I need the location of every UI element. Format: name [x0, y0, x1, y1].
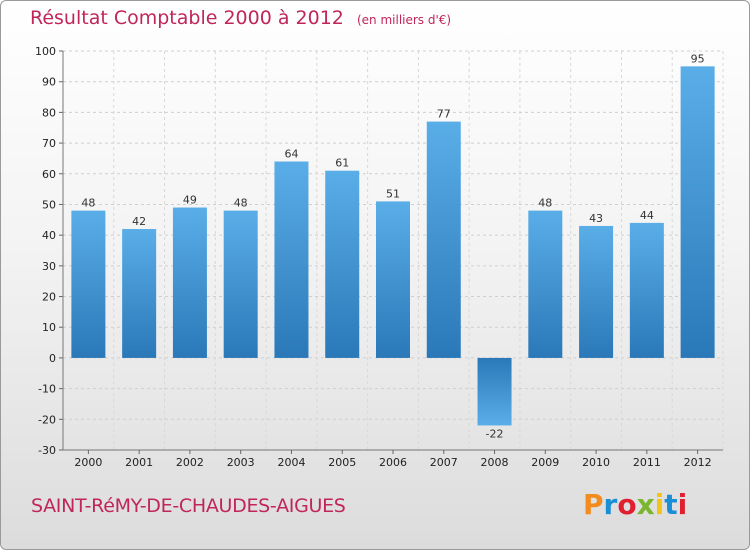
bar [223, 210, 258, 358]
logo-letter: x [636, 488, 655, 521]
x-tick-label: 2010 [582, 456, 610, 469]
data-label: 48 [234, 197, 248, 210]
bar [579, 225, 614, 358]
bar [426, 121, 461, 358]
x-tick-label: 2004 [277, 456, 305, 469]
bar [172, 207, 207, 358]
y-tick-label: 40 [42, 229, 56, 242]
bar [274, 161, 309, 358]
y-tick-label: 20 [42, 291, 56, 304]
bars [71, 66, 715, 426]
bar [528, 210, 563, 358]
logo-letter: P [583, 488, 604, 521]
y-tick-label: 50 [42, 198, 56, 211]
x-tick-label: 2011 [633, 456, 661, 469]
bar [477, 357, 512, 426]
logo-letter: r [603, 488, 618, 521]
y-tick-label: 30 [42, 260, 56, 273]
axes: -30 -20 -10 0 10 20 30 40 50 60 70 80 90 100 2000 2001 2… [35, 45, 723, 469]
chart-title: Résultat Comptable 2000 à 2012 (en milli… [30, 7, 451, 29]
data-label: 95 [691, 52, 705, 65]
logo-letter: t [664, 488, 678, 521]
y-tick-label: 0 [49, 352, 56, 365]
y-tick-label: -10 [38, 383, 56, 396]
proxiti-logo[interactable]: Proxiti [583, 488, 687, 521]
data-label: -22 [486, 427, 504, 440]
x-tick-label: 2009 [531, 456, 559, 469]
y-tick-label: 60 [42, 168, 56, 181]
x-tick-label: 2000 [74, 456, 102, 469]
x-tick-label: 2012 [684, 456, 712, 469]
bar [71, 210, 106, 358]
y-tick-label: 90 [42, 76, 56, 89]
data-label: 43 [589, 212, 603, 225]
x-tick-label: 2007 [430, 456, 458, 469]
y-tick-label: 10 [42, 321, 56, 334]
y-tick-label: -30 [38, 444, 56, 457]
bar [325, 170, 360, 358]
y-tick-label: 100 [35, 45, 56, 58]
x-tick-label: 2003 [227, 456, 255, 469]
data-label: 48 [538, 197, 552, 210]
y-tick-label: 70 [42, 137, 56, 150]
place-name: SAINT-RéMY-DE-CHAUDES-AIGUES [31, 495, 346, 517]
data-label: 77 [437, 108, 451, 121]
unit-text: (en milliers d'€) [356, 13, 452, 27]
data-label: 44 [640, 209, 654, 222]
title-text: Résultat Comptable 2000 à 2012 [30, 7, 344, 29]
x-tick-label: 2006 [379, 456, 407, 469]
y-tick-label: -20 [38, 413, 56, 426]
data-label: 51 [386, 187, 400, 200]
data-label: 48 [81, 197, 95, 210]
bar [629, 222, 664, 358]
x-tick-label: 2001 [125, 456, 153, 469]
x-tick-label: 2008 [481, 456, 509, 469]
y-tick-label: 80 [42, 106, 56, 119]
bar [376, 201, 410, 358]
data-label: 49 [183, 194, 197, 207]
x-tick-label: 2005 [328, 456, 356, 469]
bar [122, 229, 157, 358]
data-label: 64 [284, 147, 298, 160]
x-tick-label: 2002 [176, 456, 204, 469]
logo-letter: o [617, 488, 637, 521]
logo-letter: i [654, 488, 665, 521]
data-label: 42 [132, 215, 146, 228]
bar [680, 66, 715, 358]
logo-letter: i [677, 488, 688, 521]
data-label: 61 [335, 157, 349, 170]
data-labels: 48 42 49 48 64 61 51 77 -22 48 43 44 95 [81, 52, 704, 440]
